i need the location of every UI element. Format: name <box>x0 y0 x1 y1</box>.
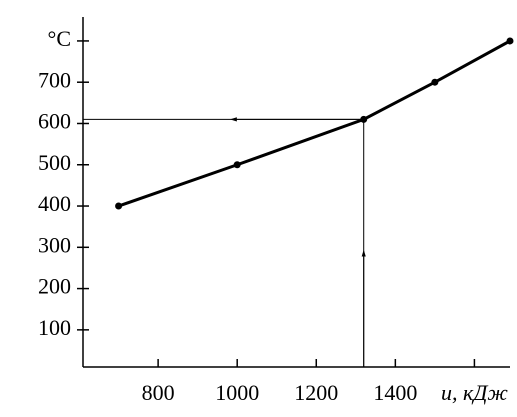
line <box>118 39 511 208</box>
x-tick-label: 1200 <box>294 380 338 405</box>
y-tick-label: 100 <box>38 315 71 340</box>
point <box>506 37 514 45</box>
point <box>233 161 241 169</box>
y-tick-label: 200 <box>38 274 71 299</box>
x-tick-label: u, кДж <box>441 380 508 405</box>
y-tick-label: 500 <box>38 150 71 175</box>
x-tick-label: 1000 <box>215 380 259 405</box>
y-tick-label: 600 <box>38 109 71 134</box>
point <box>431 78 439 86</box>
y-tick-label: 700 <box>38 67 71 92</box>
y-tick-label: 400 <box>38 191 71 216</box>
point <box>115 202 123 210</box>
y-tick-label: °C <box>48 26 71 51</box>
x-tick-label: 1400 <box>373 380 417 405</box>
x-tick-label: 800 <box>142 380 175 405</box>
y-tick-label: 300 <box>38 232 71 257</box>
